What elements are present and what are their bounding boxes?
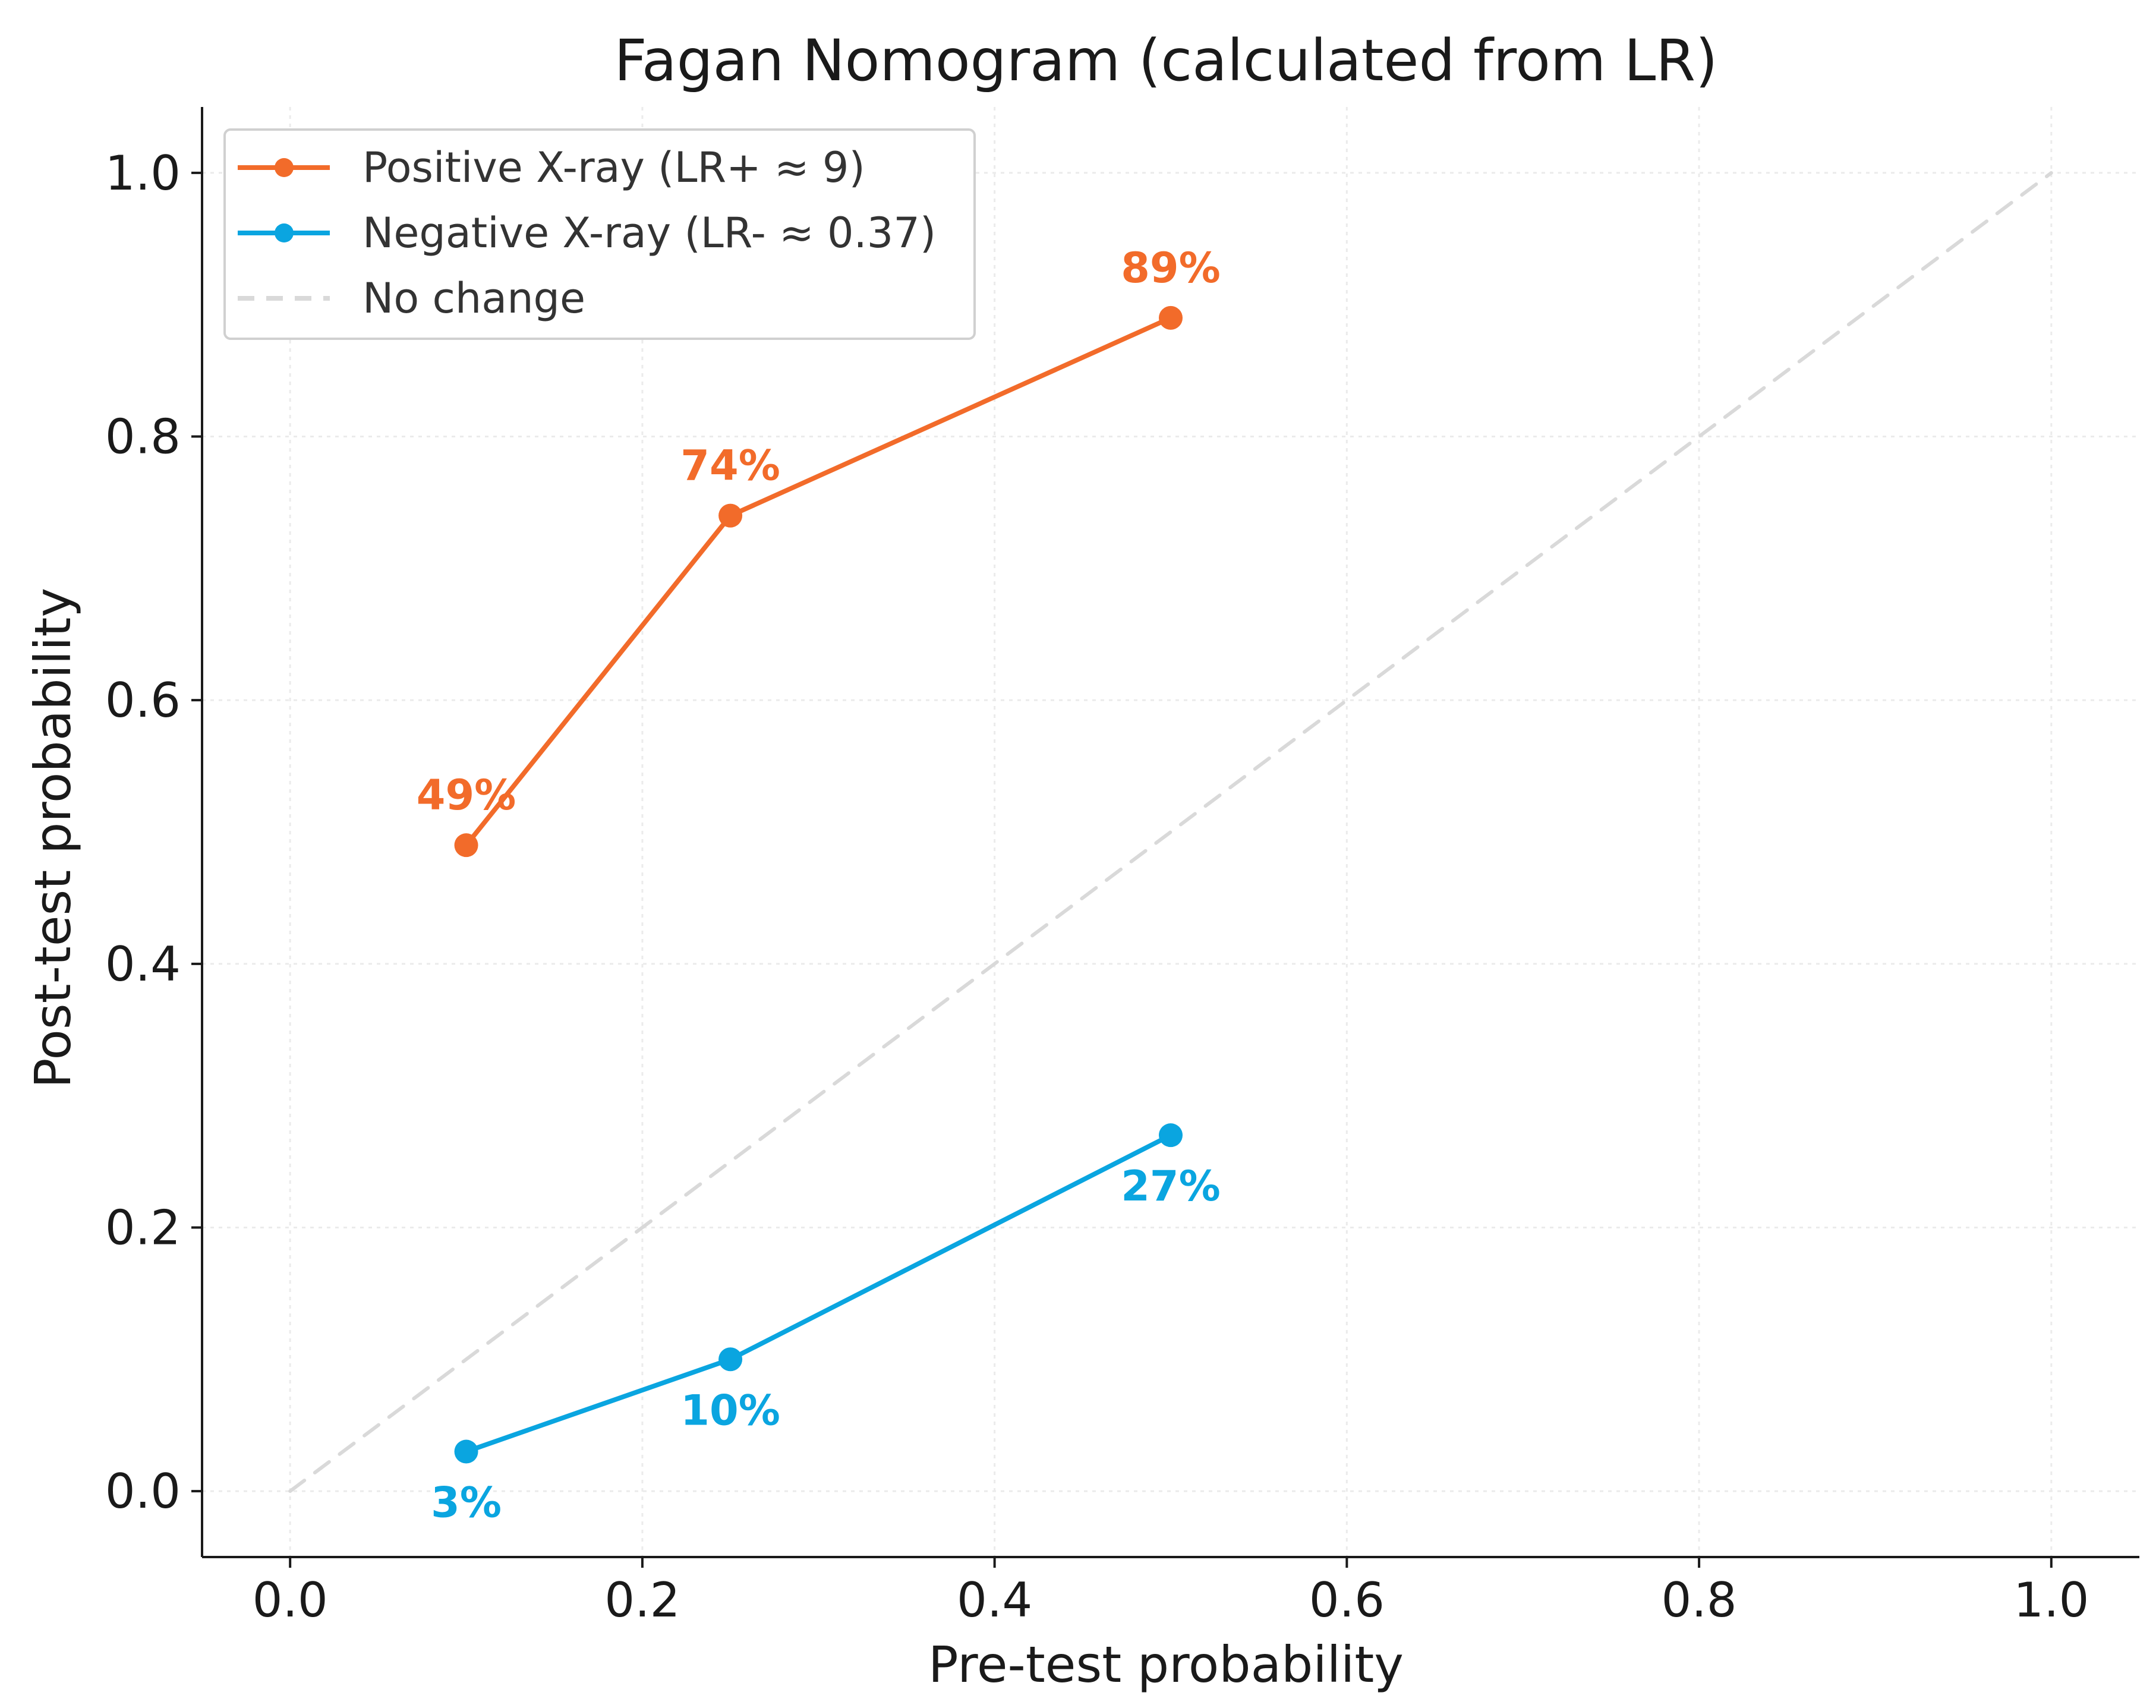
series-0-data-label-2: 89% bbox=[1121, 244, 1221, 292]
y-tick-label-5: 1.0 bbox=[105, 146, 181, 201]
y-tick-label-3: 0.6 bbox=[105, 673, 181, 728]
legend-no-change-label: No change bbox=[363, 274, 585, 323]
grid-layer bbox=[202, 107, 2139, 1557]
y-tick-label-1: 0.2 bbox=[105, 1200, 181, 1255]
series-0-point-2 bbox=[1159, 305, 1183, 330]
series-layer bbox=[288, 171, 2053, 1493]
x-tick-label-5: 1.0 bbox=[2013, 1573, 2089, 1628]
legend: Positive X-ray (LR+ ≈ 9) Negative X-ray … bbox=[223, 128, 976, 340]
x-axis-label: Pre-test probability bbox=[928, 1635, 1404, 1694]
series-0-data-label-0: 49% bbox=[417, 771, 516, 820]
legend-box bbox=[223, 128, 976, 340]
series-0-point-1 bbox=[718, 503, 743, 528]
legend-negative-label: Negative X-ray (LR- ≈ 0.37) bbox=[363, 209, 936, 257]
series-1-point-0 bbox=[454, 1439, 478, 1464]
legend-negative-marker bbox=[275, 223, 294, 242]
series-0-point-0 bbox=[454, 833, 478, 858]
x-tick-label-4: 0.8 bbox=[1661, 1573, 1736, 1628]
y-tick-label-2: 0.4 bbox=[105, 937, 181, 992]
series-1-point-1 bbox=[718, 1347, 743, 1372]
x-tick-label-1: 0.2 bbox=[604, 1573, 680, 1628]
x-tick-label-3: 0.6 bbox=[1309, 1573, 1385, 1628]
y-axis-label: Post-test probability bbox=[24, 588, 82, 1088]
series-0-data-label-1: 74% bbox=[680, 442, 780, 490]
legend-positive-marker bbox=[275, 158, 294, 177]
data-labels-layer: 49% 74% 89% 3% 10% 27% bbox=[417, 244, 1221, 1527]
series-1-data-label-1: 10% bbox=[680, 1386, 780, 1435]
series-1-point-2 bbox=[1159, 1123, 1183, 1148]
x-tick-label-2: 0.4 bbox=[957, 1573, 1032, 1628]
series-2-line bbox=[288, 171, 2053, 1493]
x-tick-label-0: 0.0 bbox=[253, 1573, 328, 1628]
legend-positive-label: Positive X-ray (LR+ ≈ 9) bbox=[363, 143, 865, 192]
series-1-data-label-2: 27% bbox=[1121, 1162, 1221, 1211]
chart-title: Fagan Nomogram (calculated from LR) bbox=[614, 27, 1718, 94]
y-tick-label-0: 0.0 bbox=[105, 1464, 181, 1519]
axes-layer: 0.0 0.2 0.4 0.6 0.8 1.0 0.0 0.2 0.4 0.6 0.8 1.0 bbox=[105, 107, 2139, 1628]
y-tick-label-4: 0.8 bbox=[105, 409, 181, 465]
series-1-data-label-0: 3% bbox=[431, 1479, 502, 1527]
